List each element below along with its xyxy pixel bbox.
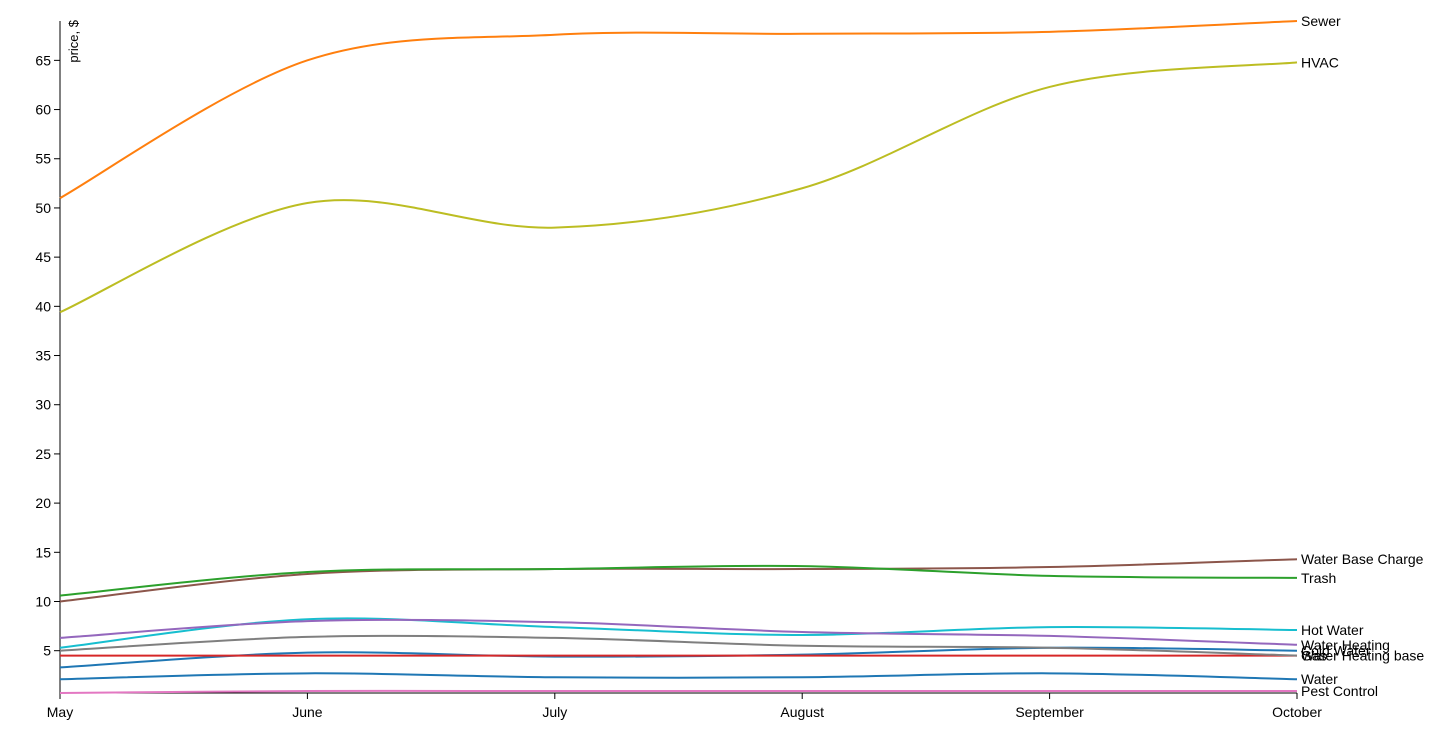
x-tick-label: June — [292, 704, 323, 720]
y-tick-label: 35 — [35, 348, 51, 364]
y-tick-label: 20 — [35, 495, 51, 511]
line — [59, 689, 1297, 694]
line — [59, 564, 1298, 597]
line-label: Water Heating — [1301, 637, 1390, 653]
line-label: Water — [1301, 671, 1338, 687]
line — [59, 646, 1298, 669]
line-label: HVAC — [1301, 54, 1339, 70]
line-label: Water Heating base — [1301, 648, 1424, 664]
y-tick-label: 5 — [43, 643, 51, 659]
line-label: Trash — [1301, 570, 1336, 586]
line-label: Water Base Charge — [1301, 551, 1424, 567]
line — [59, 618, 1298, 646]
line-label: Gas — [1301, 648, 1327, 664]
line-label: Hot Water — [1301, 622, 1364, 638]
y-tick-label: 10 — [35, 593, 51, 609]
y-tick-label: 45 — [35, 249, 51, 265]
y-tick-label: 60 — [35, 102, 51, 118]
y-tick-label: 50 — [35, 200, 51, 216]
x-tick-label: July — [542, 704, 567, 720]
line — [59, 634, 1298, 657]
line — [59, 61, 1298, 314]
y-tick-label: 25 — [35, 446, 51, 462]
y-tick-label: 55 — [35, 151, 51, 167]
x-tick-label: August — [780, 704, 824, 720]
y-tick-label: 15 — [35, 544, 51, 560]
line — [59, 20, 1298, 199]
line — [59, 672, 1298, 681]
x-tick-label: September — [1015, 704, 1084, 720]
y-axis-label: price, $ — [66, 19, 81, 62]
line-label: Pest Control — [1301, 683, 1378, 699]
x-tick-label: May — [47, 704, 73, 720]
line-label: Sewer — [1301, 13, 1341, 29]
y-tick-label: 30 — [35, 397, 51, 413]
line — [59, 617, 1298, 649]
x-tick-label: October — [1272, 704, 1322, 720]
y-tick-label: 65 — [35, 52, 51, 68]
line — [59, 558, 1298, 603]
line-label: Cold Water — [1301, 643, 1371, 659]
y-tick-label: 40 — [35, 298, 51, 314]
